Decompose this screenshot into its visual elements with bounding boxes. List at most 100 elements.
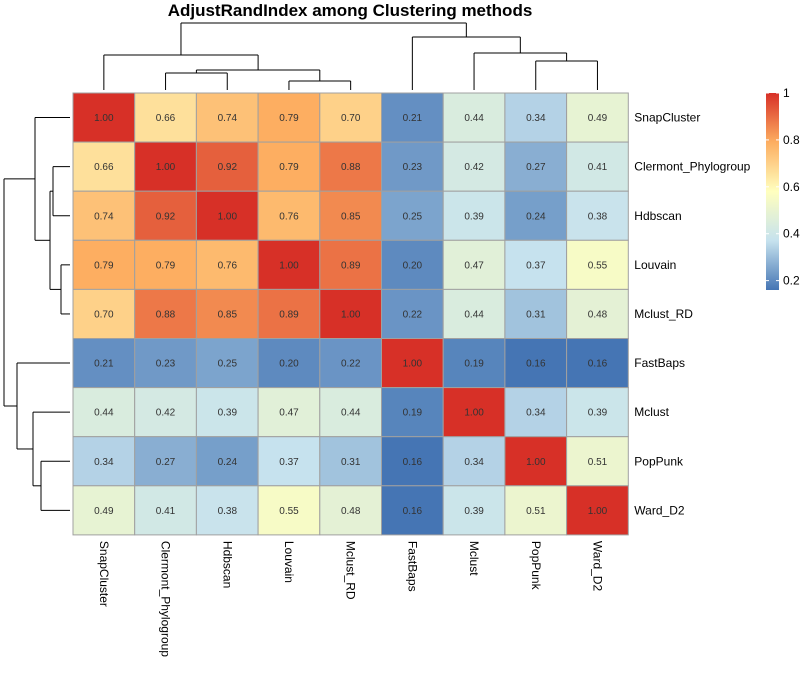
heatmap-cell bbox=[195, 141, 259, 192]
cell-value-label: 1.00 bbox=[156, 162, 176, 173]
heatmap-cell bbox=[257, 338, 321, 389]
cell-value-label: 0.44 bbox=[464, 309, 484, 320]
heatmap-cell bbox=[72, 190, 136, 241]
cell-value-label: 0.39 bbox=[464, 506, 484, 517]
heatmap-cell bbox=[195, 485, 259, 536]
heatmap-cell bbox=[504, 92, 568, 143]
cell-value-label: 0.41 bbox=[156, 506, 176, 517]
cell-value-label: 0.44 bbox=[464, 113, 484, 124]
heatmap-cell bbox=[566, 288, 629, 339]
heatmap-cell bbox=[566, 190, 629, 241]
legend-tick-label: 0.4 bbox=[783, 227, 800, 241]
legend-tick-label: 1 bbox=[783, 86, 790, 100]
cell-value-label: 0.47 bbox=[279, 408, 299, 419]
heatmap-cell bbox=[72, 387, 136, 438]
heatmap-cell bbox=[381, 338, 444, 389]
cell-value-label: 0.76 bbox=[218, 260, 238, 271]
column-label: Mclust bbox=[467, 541, 481, 576]
heatmap-cell bbox=[319, 485, 382, 536]
cell-value-label: 0.22 bbox=[403, 309, 423, 320]
heatmap-cell bbox=[134, 92, 197, 143]
cell-value-label: 0.24 bbox=[218, 457, 238, 468]
cell-value-label: 0.20 bbox=[279, 359, 299, 370]
cell-value-label: 0.37 bbox=[526, 260, 546, 271]
heatmap-cell bbox=[195, 190, 259, 241]
color-legend: 1 0.8 0.6 0.4 0.2 bbox=[766, 86, 800, 290]
column-label: PopPunk bbox=[529, 541, 543, 591]
heatmap-cell bbox=[442, 338, 506, 389]
row-label: Louvain bbox=[634, 258, 676, 272]
cell-value-label: 0.66 bbox=[156, 113, 176, 124]
heatmap-cell bbox=[195, 436, 259, 487]
heatmap-cell bbox=[504, 387, 568, 438]
cell-value-label: 1.00 bbox=[464, 408, 484, 419]
cell-value-label: 0.79 bbox=[156, 260, 176, 271]
cell-value-label: 0.34 bbox=[94, 457, 114, 468]
heatmap-cell bbox=[134, 485, 197, 536]
heatmap-cell bbox=[319, 288, 382, 339]
cell-value-label: 0.88 bbox=[341, 162, 361, 173]
cell-value-label: 0.89 bbox=[279, 309, 299, 320]
heatmap-cell bbox=[566, 387, 629, 438]
cell-value-label: 0.89 bbox=[341, 260, 361, 271]
row-dendrogram bbox=[3, 117, 70, 511]
cell-value-label: 0.23 bbox=[403, 162, 423, 173]
heatmap-cell bbox=[72, 485, 136, 536]
cell-value-label: 1.00 bbox=[218, 211, 238, 222]
cell-value-label: 0.39 bbox=[588, 408, 608, 419]
row-label: FastBaps bbox=[634, 356, 685, 370]
cell-value-label: 0.55 bbox=[588, 260, 608, 271]
cell-value-label: 0.25 bbox=[403, 211, 423, 222]
cell-value-label: 0.25 bbox=[218, 359, 238, 370]
cell-value-label: 0.34 bbox=[464, 457, 484, 468]
heatmap-cell bbox=[566, 92, 629, 143]
cell-value-label: 0.34 bbox=[526, 113, 546, 124]
cell-value-label: 0.74 bbox=[218, 113, 238, 124]
row-labels: SnapCluster Clermont_Phylogroup Hdbscan Lou… bbox=[634, 111, 750, 518]
column-label: SnapCluster bbox=[97, 541, 111, 607]
cell-value-label: 0.31 bbox=[341, 457, 361, 468]
cell-value-label: 0.48 bbox=[588, 309, 608, 320]
heatmap-cell bbox=[134, 288, 197, 339]
cell-value-label: 0.92 bbox=[218, 162, 238, 173]
heatmap-cell bbox=[504, 288, 568, 339]
cell-value-label: 0.31 bbox=[526, 309, 546, 320]
cell-value-label: 0.49 bbox=[94, 506, 114, 517]
heatmap-cell bbox=[381, 92, 444, 143]
cell-value-label: 0.19 bbox=[403, 408, 423, 419]
cell-value-label: 0.23 bbox=[156, 359, 176, 370]
heatmap-cell bbox=[72, 338, 136, 389]
chart-title: AdjustRandIndex among Clustering methods bbox=[168, 1, 533, 20]
cell-value-label: 0.74 bbox=[94, 211, 114, 222]
heatmap-cell bbox=[257, 387, 321, 438]
heatmap-cell bbox=[134, 436, 197, 487]
cell-value-label: 0.55 bbox=[279, 506, 299, 517]
legend-tick-label: 0.8 bbox=[783, 133, 800, 147]
heatmap-cell bbox=[442, 141, 506, 192]
heatmap-cell bbox=[257, 141, 321, 192]
heatmap-cell bbox=[381, 387, 444, 438]
legend-tick-label: 0.2 bbox=[783, 274, 800, 288]
row-label: Clermont_Phylogroup bbox=[634, 160, 750, 174]
heatmap-cell bbox=[134, 239, 197, 290]
heatmap-cell bbox=[566, 239, 629, 290]
cell-value-label: 0.19 bbox=[464, 359, 484, 370]
heatmap-cells: 1.00 0.66 0.74 0.79 0.70 0.21 0.44 0.34 0.49 0.66… bbox=[72, 92, 629, 536]
cell-value-label: 0.21 bbox=[94, 359, 114, 370]
cell-value-label: 0.79 bbox=[94, 260, 114, 271]
heatmap-cell bbox=[442, 485, 506, 536]
cell-value-label: 0.85 bbox=[341, 211, 361, 222]
cell-value-label: 0.39 bbox=[464, 211, 484, 222]
row-label: Mclust_RD bbox=[634, 307, 693, 321]
cell-value-label: 0.42 bbox=[156, 408, 176, 419]
heatmap-cell bbox=[381, 485, 444, 536]
cell-value-label: 0.16 bbox=[403, 457, 423, 468]
row-label: SnapCluster bbox=[634, 111, 700, 125]
heatmap-cell bbox=[381, 288, 444, 339]
cell-value-label: 0.70 bbox=[94, 309, 114, 320]
row-label: PopPunk bbox=[634, 454, 684, 468]
cell-value-label: 0.24 bbox=[526, 211, 546, 222]
column-label: Mclust_RD bbox=[344, 541, 358, 600]
cell-value-label: 0.38 bbox=[218, 506, 238, 517]
heatmap-cell bbox=[566, 485, 629, 536]
